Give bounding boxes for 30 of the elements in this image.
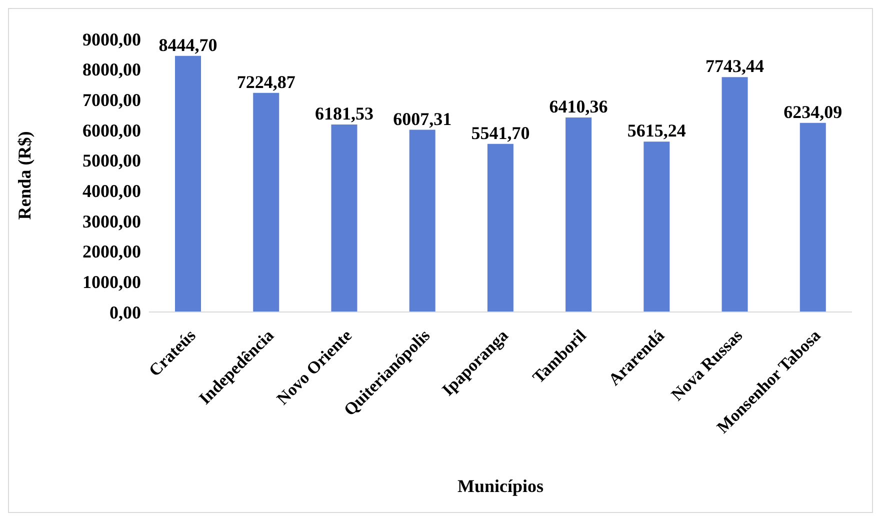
bar bbox=[566, 118, 592, 312]
data-label: 5541,70 bbox=[471, 122, 530, 143]
bar bbox=[800, 122, 826, 312]
data-label: 7224,87 bbox=[236, 72, 296, 92]
data-label: 7743,44 bbox=[706, 56, 764, 76]
bar bbox=[487, 144, 514, 312]
y-tick-label: 5000,00 bbox=[82, 150, 141, 171]
bar bbox=[253, 92, 280, 312]
y-tick-label: 4000,00 bbox=[82, 181, 141, 202]
data-label: 6410,36 bbox=[549, 96, 608, 117]
y-tick-label: 0,00 bbox=[110, 302, 141, 322]
bar bbox=[722, 77, 748, 312]
x-axis-title: Municípios bbox=[457, 476, 544, 496]
y-tick-label: 2000,00 bbox=[82, 242, 141, 262]
data-label: 6234,09 bbox=[784, 102, 842, 122]
y-axis-title: Renda (R$) bbox=[14, 131, 34, 220]
data-label: 6181,53 bbox=[314, 103, 374, 124]
bar bbox=[331, 124, 358, 312]
y-tick-label: 9000,00 bbox=[82, 29, 141, 50]
y-tick-label: 3000,00 bbox=[82, 211, 141, 232]
bar bbox=[409, 130, 436, 312]
data-label: 6007,31 bbox=[393, 108, 452, 129]
y-tick-label: 6000,00 bbox=[82, 120, 141, 140]
y-tick-label: 7000,00 bbox=[82, 90, 141, 110]
y-tick-label: 8000,00 bbox=[82, 60, 141, 80]
data-label: 5615,24 bbox=[627, 120, 686, 141]
bar bbox=[644, 142, 670, 312]
data-label: 8444,70 bbox=[158, 34, 218, 55]
bar bbox=[175, 56, 201, 312]
y-tick-label: 1000,00 bbox=[82, 272, 141, 292]
